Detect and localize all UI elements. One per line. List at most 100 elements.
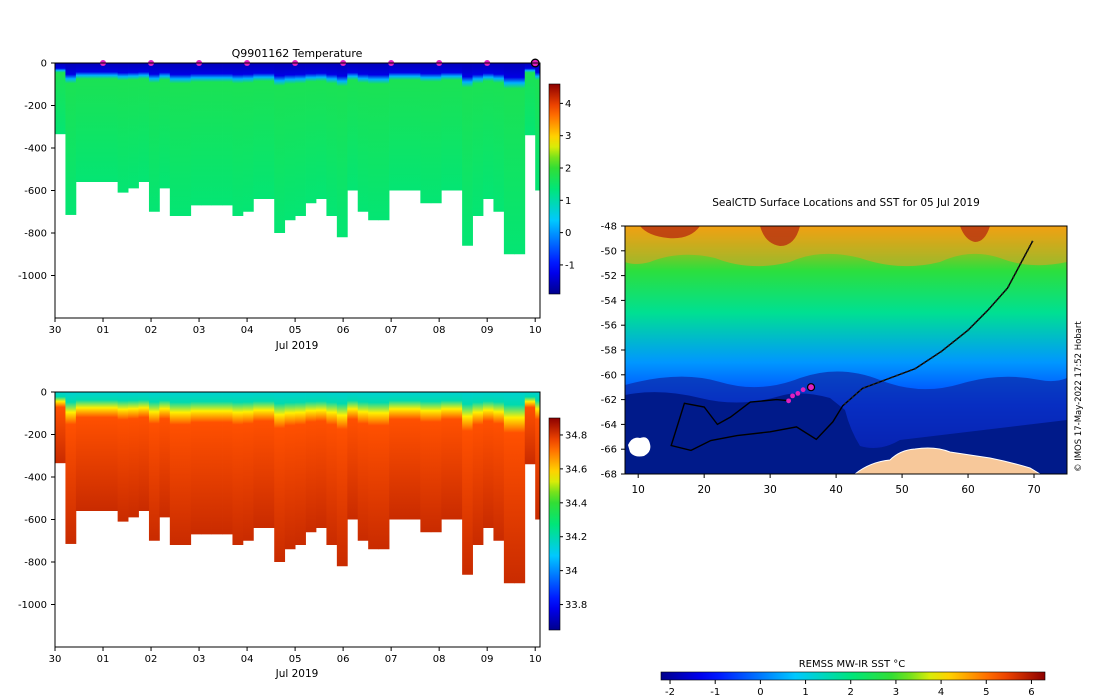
temperature-profile-column bbox=[441, 63, 453, 191]
temperature-time-axis: 30 01 02 03 04 05 06 07 08 09 10 bbox=[49, 318, 542, 336]
temperature-profile-column bbox=[378, 63, 390, 221]
salinity-profile-column bbox=[451, 392, 463, 520]
map-title: SealCTD Surface Locations and SST for 05… bbox=[712, 197, 980, 209]
temperature-colorbar bbox=[548, 83, 561, 295]
temperature-profile-column bbox=[138, 63, 150, 182]
temperature-profile-column bbox=[232, 63, 244, 216]
imos-credit: © IMOS 17-May-2022 17:52 Hobart bbox=[1074, 321, 1084, 472]
colorbar-tick-label: 34.6 bbox=[565, 464, 587, 475]
day-tick-label: 03 bbox=[193, 325, 206, 336]
day-tick-label: 05 bbox=[289, 654, 302, 665]
recent-positions bbox=[786, 387, 806, 404]
map-latitude-axis: -48 -50 -52 -54 -56 -58 -60 -62 -64 -66 -68 bbox=[601, 222, 625, 481]
sst-colorbar-ticks: -2 -1 0 1 2 3 4 5 6 bbox=[665, 680, 1035, 698]
depth-tick-label: -200 bbox=[24, 101, 47, 112]
day-tick-label: 01 bbox=[97, 654, 110, 665]
temperature-profile-column bbox=[169, 63, 181, 216]
temperature-section-panel: Q9901162 Temperature 0 -200 -400 -600 -800 -1… bbox=[18, 47, 575, 352]
temperature-profile-column bbox=[336, 63, 348, 238]
sst-map-panel: SealCTD Surface Locations and SST for 05… bbox=[601, 197, 1084, 698]
colorbar-tick-label: 2 bbox=[565, 164, 571, 175]
day-tick-label: 06 bbox=[337, 325, 350, 336]
salinity-profile-column bbox=[305, 392, 317, 533]
salinity-profile-column bbox=[315, 392, 327, 528]
day-tick-label: 01 bbox=[97, 325, 110, 336]
salinity-profile-column bbox=[65, 392, 77, 544]
latitude-tick-label: -54 bbox=[601, 296, 617, 307]
temperature-profile-column bbox=[253, 63, 265, 199]
day-tick-label: 04 bbox=[241, 654, 254, 665]
map-body bbox=[625, 226, 1067, 474]
salinity-depth-axis: 0 -200 -400 -600 -800 -1000 bbox=[18, 388, 55, 611]
temperature-profile-column bbox=[263, 63, 275, 199]
salinity-profile-column bbox=[190, 392, 202, 535]
sst-colorbar-label: REMSS MW-IR SST °C bbox=[799, 659, 906, 670]
latitude-tick-label: -52 bbox=[601, 271, 617, 282]
temperature-panel-title: Q9901162 Temperature bbox=[232, 47, 363, 60]
salinity-profile-column bbox=[274, 392, 286, 562]
temperature-colorbar-ticks: -1 0 1 2 3 4 bbox=[560, 99, 575, 271]
salinity-profile-column bbox=[483, 392, 494, 528]
day-tick-label: 09 bbox=[481, 325, 494, 336]
island-land bbox=[628, 437, 651, 457]
temperature-profile-column bbox=[503, 63, 515, 255]
salinity-profile-column bbox=[399, 392, 411, 520]
depth-tick-label: -1000 bbox=[18, 600, 47, 611]
depth-tick-label: -800 bbox=[24, 229, 47, 240]
salinity-profile-column bbox=[117, 392, 129, 522]
temperature-profile-column bbox=[55, 63, 66, 135]
temperature-profiles bbox=[55, 63, 540, 255]
temperature-profile-column bbox=[65, 63, 77, 215]
sst-colorbar-tick-label: 0 bbox=[757, 687, 763, 698]
longitude-tick-label: 70 bbox=[1027, 484, 1040, 496]
salinity-profile-column bbox=[514, 392, 526, 584]
temperature-profile-column bbox=[315, 63, 327, 199]
salinity-profile-column bbox=[524, 392, 536, 465]
temperature-profile-column bbox=[96, 63, 108, 182]
latitude-tick-label: -66 bbox=[601, 445, 617, 456]
day-tick-label: 05 bbox=[289, 325, 302, 336]
salinity-profile-column bbox=[420, 392, 432, 533]
temperature-profile-column bbox=[128, 63, 139, 189]
colorbar-tick-label: 34.2 bbox=[565, 532, 587, 543]
salinity-profile-column bbox=[535, 392, 540, 520]
depth-tick-label: -200 bbox=[24, 430, 47, 441]
day-tick-label: 30 bbox=[49, 325, 62, 336]
colorbar-tick-label: 1 bbox=[565, 196, 571, 207]
colorbar-tick-label: 33.8 bbox=[565, 600, 587, 611]
salinity-profile-column bbox=[284, 392, 296, 550]
temperature-profile-column bbox=[180, 63, 192, 216]
salinity-profiles bbox=[55, 392, 540, 584]
depth-tick-label: -400 bbox=[24, 144, 47, 155]
salinity-profile-column bbox=[201, 392, 212, 535]
day-tick-label: 09 bbox=[481, 654, 494, 665]
salinity-profile-column bbox=[148, 392, 160, 541]
salinity-profile-column bbox=[347, 392, 359, 520]
latitude-tick-label: -64 bbox=[601, 420, 617, 431]
salinity-profile-column bbox=[357, 392, 369, 541]
colorbar-tick-label: 3 bbox=[565, 131, 571, 142]
map-longitude-axis: 10 20 30 40 50 60 70 bbox=[632, 474, 1041, 496]
depth-tick-label: 0 bbox=[41, 59, 47, 70]
temperature-profile-column bbox=[451, 63, 463, 191]
temperature-profile-column bbox=[483, 63, 494, 199]
salinity-profile-column bbox=[138, 392, 150, 511]
depth-tick-label: -1000 bbox=[18, 271, 47, 282]
warm-water-blobs bbox=[625, 226, 1067, 267]
longitude-tick-label: 50 bbox=[895, 484, 908, 496]
salinity-profile-column bbox=[368, 392, 380, 550]
colorbar-tick-label: 4 bbox=[565, 99, 571, 110]
day-tick-label: 02 bbox=[145, 654, 158, 665]
sst-colorbar-tick-label: -1 bbox=[710, 687, 720, 698]
temperature-profile-column bbox=[357, 63, 369, 212]
temperature-profile-column bbox=[472, 63, 484, 216]
sst-colorbar-tick-label: 2 bbox=[848, 687, 854, 698]
depth-tick-label: -400 bbox=[24, 473, 47, 484]
day-tick-label: 02 bbox=[145, 325, 158, 336]
salinity-profile-column bbox=[472, 392, 484, 545]
day-tick-label: 10 bbox=[529, 325, 542, 336]
colorbar-tick-label: 34 bbox=[565, 566, 578, 577]
salinity-profile-column bbox=[107, 392, 119, 511]
day-tick-label: 10 bbox=[529, 654, 542, 665]
salinity-profile-column bbox=[503, 392, 515, 584]
